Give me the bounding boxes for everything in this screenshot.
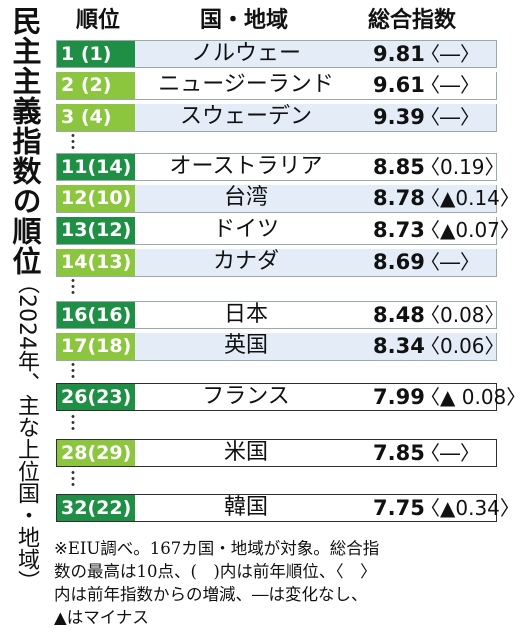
footnote-line: 数の最高は10点、( )内は前年順位、〈 〉: [54, 562, 377, 581]
change-cell: 〈―〉: [420, 42, 480, 66]
country-cell: フランス: [202, 384, 290, 409]
table-row: 3 (4) スウェーデン 9.39 〈―〉: [56, 104, 497, 132]
header-country: 国・地域: [200, 8, 289, 33]
table-row: 11(14) オーストラリア 8.85 〈0.19〉: [56, 153, 505, 181]
ellipsis-dots: ・・・: [66, 410, 80, 438]
footnote-line: 内は前年指数からの増減、―は変化なし、: [54, 585, 368, 604]
rank-cell: 2 (2): [57, 72, 135, 99]
score-cell: 9.39: [373, 105, 425, 129]
rank-cell: 16(16): [57, 302, 135, 328]
change-cell: 〈▲ 0.08〉: [420, 385, 521, 409]
rank-cell: 1 (1): [57, 41, 135, 67]
change-cell: 〈0.06〉: [420, 334, 505, 358]
ellipsis-dots: ・・・: [66, 466, 80, 494]
table-row: 16(16) 日本 8.48 〈0.08〉: [56, 301, 505, 329]
rank-cell: 11(14): [57, 154, 135, 180]
table-row: 1 (1) ノルウェー 9.81 〈―〉: [56, 40, 497, 68]
change-cell: 〈▲0.07〉: [420, 218, 520, 242]
change-cell: 〈▲0.14〉: [420, 186, 520, 210]
country-cell: ドイツ: [212, 217, 279, 242]
table-row: 2 (2) ニュージーランド 9.61 〈―〉: [56, 72, 497, 100]
change-cell: 〈0.08〉: [420, 303, 505, 327]
change-cell: 〈―〉: [420, 73, 480, 97]
score-cell: 9.61: [373, 73, 425, 97]
country-cell: ニュージーランド: [158, 72, 334, 97]
table-row: 14(13) カナダ 8.69 〈―〉: [56, 249, 497, 277]
ellipsis-dots: ・・・: [66, 274, 80, 302]
country-cell: 台湾: [223, 185, 268, 210]
score-cell: 8.48: [373, 303, 425, 327]
header-rank: 順位: [76, 8, 121, 33]
country-cell: オーストラリア: [169, 154, 323, 179]
score-cell: 8.69: [373, 250, 425, 274]
change-cell: 〈―〉: [420, 250, 480, 274]
rank-cell: 3 (4): [57, 104, 135, 131]
chart-subtitle: （2024年、主な上位国・地域）: [14, 272, 39, 592]
country-cell: 米国: [223, 440, 268, 465]
ellipsis-dots: ・・・: [66, 129, 80, 157]
country-cell: 日本: [223, 302, 268, 327]
change-cell: 〈0.19〉: [420, 155, 505, 179]
table-row: 12(10) 台湾 8.78 〈▲0.14〉: [56, 185, 520, 213]
score-cell: 7.99: [373, 385, 425, 409]
footnote-line: ※EIU調べ。167カ国・地域が対象。総合指: [54, 539, 380, 558]
table-row: 13(12) ドイツ 8.73 〈▲0.07〉: [56, 217, 520, 245]
chart-title: 民主主義指数の順位: [8, 6, 42, 276]
rank-cell: 13(12): [57, 217, 135, 244]
change-cell: 〈―〉: [420, 441, 480, 465]
table-row: 17(18) 英国 8.34 〈0.06〉: [56, 333, 505, 361]
table-row: 32(22) 韓国 7.75 〈▲0.34〉: [56, 494, 520, 522]
country-cell: 英国: [223, 333, 268, 358]
rank-cell: 32(22): [57, 495, 135, 521]
score-cell: 7.85: [373, 441, 425, 465]
score-cell: 8.78: [373, 186, 425, 210]
country-cell: 韓国: [223, 495, 268, 520]
score-cell: 8.73: [373, 218, 425, 242]
score-cell: 7.75: [373, 496, 425, 520]
footnote: ※EIU調べ。167カ国・地域が対象。総合指 数の最高は10点、( )内は前年順…: [54, 537, 509, 629]
score-cell: 8.85: [373, 155, 425, 179]
score-cell: 9.81: [373, 42, 425, 66]
change-cell: 〈▲0.34〉: [420, 496, 520, 520]
header-score: 総合指数: [368, 8, 457, 33]
rank-cell: 28(29): [57, 440, 135, 466]
change-cell: 〈―〉: [420, 105, 480, 129]
table-row: 26(23) フランス 7.99 〈▲ 0.08〉: [56, 383, 521, 411]
country-cell: ノルウェー: [190, 41, 301, 66]
score-cell: 8.34: [373, 334, 425, 358]
rank-cell: 26(23): [57, 384, 135, 410]
footnote-line: ▲はマイナス: [54, 608, 149, 627]
rank-cell: 17(18): [57, 333, 135, 360]
country-cell: スウェーデン: [179, 104, 312, 129]
rank-cell: 14(13): [57, 249, 135, 276]
ellipsis-dots: ・・・: [66, 358, 80, 386]
table-row: 28(29) 米国 7.85 〈―〉: [56, 439, 497, 467]
rank-cell: 12(10): [57, 185, 135, 212]
country-cell: カナダ: [212, 249, 279, 274]
